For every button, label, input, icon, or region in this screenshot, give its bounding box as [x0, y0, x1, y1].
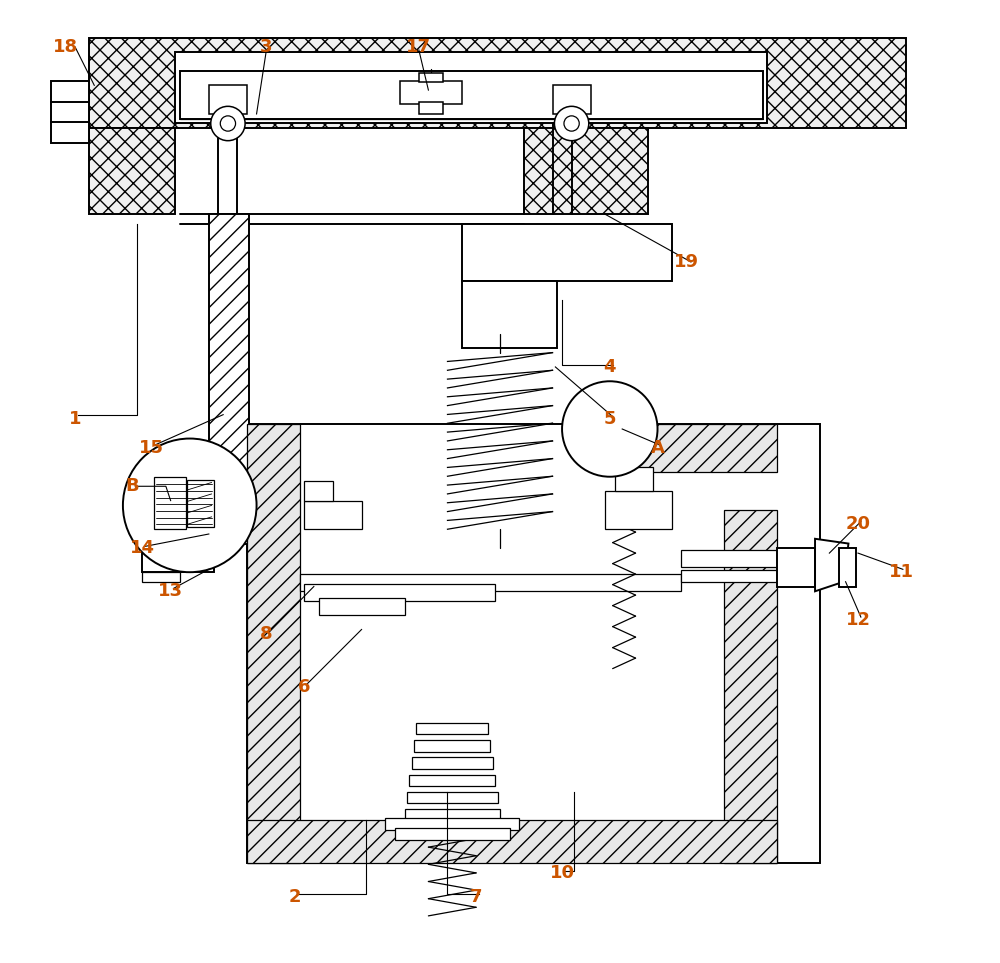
Text: 2: 2: [288, 888, 301, 906]
Text: B: B: [126, 478, 139, 495]
Circle shape: [123, 438, 257, 572]
Circle shape: [220, 116, 236, 131]
Bar: [724, 510, 777, 864]
Bar: [615, 467, 653, 491]
Bar: [154, 477, 186, 530]
Text: 1: 1: [69, 410, 81, 429]
Bar: [553, 86, 591, 114]
Bar: [142, 515, 252, 543]
Bar: [187, 480, 214, 528]
Bar: [247, 425, 820, 864]
Text: 20: 20: [846, 515, 870, 534]
Text: 10: 10: [550, 864, 575, 882]
Bar: [385, 819, 519, 830]
Text: 11: 11: [888, 563, 913, 582]
Bar: [51, 102, 89, 123]
Bar: [419, 102, 443, 114]
Bar: [462, 223, 672, 281]
Bar: [409, 774, 495, 786]
Bar: [395, 828, 510, 840]
Bar: [247, 820, 777, 864]
Text: 5: 5: [604, 410, 616, 429]
Text: 14: 14: [129, 539, 154, 558]
Bar: [209, 86, 247, 114]
Text: 19: 19: [674, 253, 699, 271]
Bar: [407, 792, 498, 803]
Text: 6: 6: [298, 678, 311, 695]
Bar: [51, 81, 89, 104]
Bar: [462, 281, 557, 348]
Bar: [304, 584, 495, 601]
Bar: [412, 757, 493, 768]
Bar: [209, 214, 249, 520]
Bar: [416, 723, 488, 735]
Bar: [319, 598, 405, 615]
Bar: [405, 809, 500, 820]
Polygon shape: [815, 538, 848, 591]
Text: 4: 4: [604, 358, 616, 376]
Circle shape: [211, 106, 245, 141]
Text: 18: 18: [53, 39, 78, 56]
Text: 8: 8: [260, 625, 272, 643]
Bar: [419, 73, 443, 83]
Bar: [414, 741, 490, 752]
Bar: [681, 550, 829, 567]
Text: 17: 17: [406, 39, 431, 56]
Bar: [605, 491, 672, 530]
Text: 3: 3: [260, 39, 272, 56]
Bar: [304, 482, 333, 501]
Bar: [89, 38, 906, 128]
Bar: [51, 121, 89, 143]
Bar: [142, 543, 214, 572]
Bar: [681, 570, 777, 582]
Bar: [247, 425, 300, 864]
Circle shape: [564, 116, 579, 131]
Text: A: A: [651, 439, 664, 457]
Bar: [777, 548, 815, 586]
Text: 15: 15: [139, 439, 164, 457]
Bar: [839, 548, 856, 586]
Text: 7: 7: [470, 888, 482, 906]
Bar: [400, 81, 462, 104]
Text: 12: 12: [846, 611, 870, 629]
Circle shape: [554, 106, 589, 141]
Bar: [634, 425, 777, 472]
Bar: [300, 574, 681, 591]
Bar: [180, 71, 763, 118]
Text: 13: 13: [158, 583, 183, 600]
Bar: [524, 128, 648, 214]
Bar: [142, 572, 180, 582]
Bar: [89, 128, 175, 214]
Bar: [175, 52, 767, 123]
Circle shape: [562, 381, 658, 477]
Bar: [304, 501, 362, 530]
